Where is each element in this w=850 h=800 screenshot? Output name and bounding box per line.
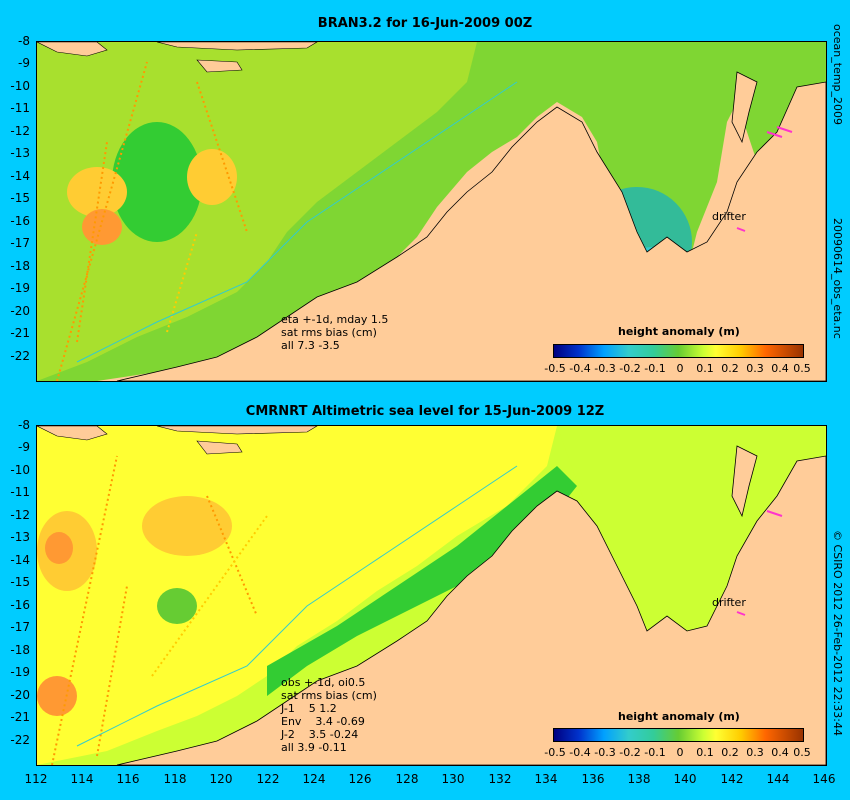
top-colorbar-title: height anomaly (m) bbox=[618, 325, 740, 338]
bottom-side-label: © CSIRO 2012 26-Feb-2012 22:33:44 bbox=[831, 530, 844, 736]
australia-land bbox=[116, 455, 826, 765]
top-info-text: eta +-1d, mday 1.5 sat rms bias (cm) all 7… bbox=[281, 313, 389, 352]
bottom-info-text: obs +-1d, oi0.5 sat rms bias (cm) J-1 5 1.… bbox=[281, 676, 377, 754]
top-panel-title: BRAN3.2 for 16-Jun-2009 00Z bbox=[317, 16, 533, 31]
drifter-label: drifter bbox=[712, 596, 746, 609]
top-side-label-lower: 20090614_obs_eta.nc bbox=[831, 218, 844, 339]
bottom-panel-title: CMRNRT Altimetric sea level for 15-Jun-2… bbox=[245, 404, 605, 419]
drifter-label: drifter bbox=[712, 210, 746, 223]
australia-land bbox=[116, 81, 826, 381]
top-side-label-upper: ocean_temp_2009 bbox=[831, 24, 844, 126]
bottom-colorbar-title: height anomaly (m) bbox=[618, 710, 740, 723]
bottom-colorbar bbox=[553, 728, 804, 742]
bottom-map-drawing bbox=[37, 426, 826, 765]
top-colorbar bbox=[553, 344, 804, 358]
top-map-panel: drifter eta +-1d, mday 1.5 sat rms bias (… bbox=[36, 41, 827, 382]
bottom-map-panel: drifter obs +-1d, oi0.5 sat rms bias (cm)… bbox=[36, 425, 827, 766]
top-map-drawing bbox=[37, 42, 826, 381]
